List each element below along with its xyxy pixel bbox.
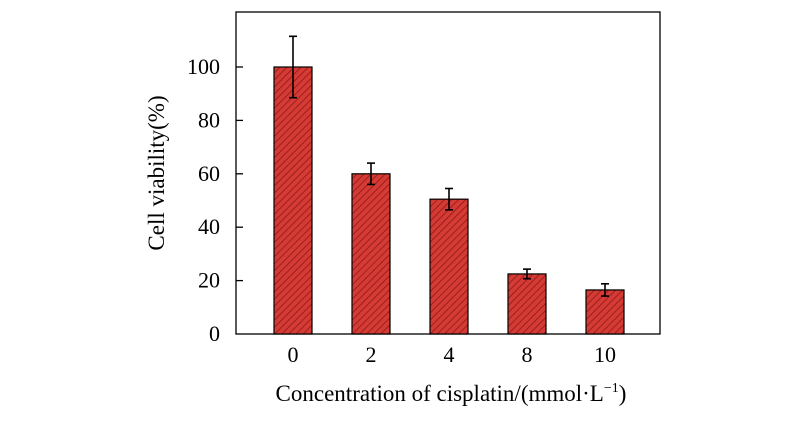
x-tick-label-2: 2 bbox=[366, 342, 377, 367]
y-tick-label-20: 20 bbox=[198, 268, 220, 293]
y-tick-label-80: 80 bbox=[198, 107, 220, 132]
error-bar-2 bbox=[367, 162, 375, 186]
x-tick-label-4: 4 bbox=[444, 342, 455, 367]
y-axis-ticks: 0 20 40 60 80 100 bbox=[187, 54, 243, 346]
x-tick-label-10: 10 bbox=[594, 342, 616, 367]
x-axis-label-sup: −1 bbox=[604, 381, 619, 396]
error-bar-0 bbox=[289, 35, 297, 99]
error-bar-10 bbox=[601, 283, 609, 297]
y-tick-label-100: 100 bbox=[187, 54, 220, 79]
x-axis-label: Concentration of cisplatin/(mmol·L−1) bbox=[276, 381, 627, 406]
y-tick-label-40: 40 bbox=[198, 214, 220, 239]
bar-0 bbox=[273, 66, 313, 335]
bar-8 bbox=[507, 273, 547, 335]
error-bar-4 bbox=[445, 187, 453, 211]
y-axis-label: Cell viability(%) bbox=[144, 95, 169, 250]
y-tick-label-0: 0 bbox=[209, 321, 220, 346]
x-axis-ticks: 0 2 4 8 10 bbox=[288, 342, 617, 367]
y-tick-label-60: 60 bbox=[198, 161, 220, 186]
error-bars-layer bbox=[289, 35, 609, 297]
x-axis-label-main: Concentration of cisplatin/(mmol·L bbox=[276, 381, 604, 406]
bar-10 bbox=[585, 289, 625, 335]
bar-4 bbox=[429, 198, 469, 335]
x-tick-label-0: 0 bbox=[288, 342, 299, 367]
x-tick-label-8: 8 bbox=[522, 342, 533, 367]
bar-2 bbox=[351, 173, 391, 335]
x-axis-label-tail: ) bbox=[619, 381, 627, 406]
error-bar-8 bbox=[523, 268, 531, 280]
